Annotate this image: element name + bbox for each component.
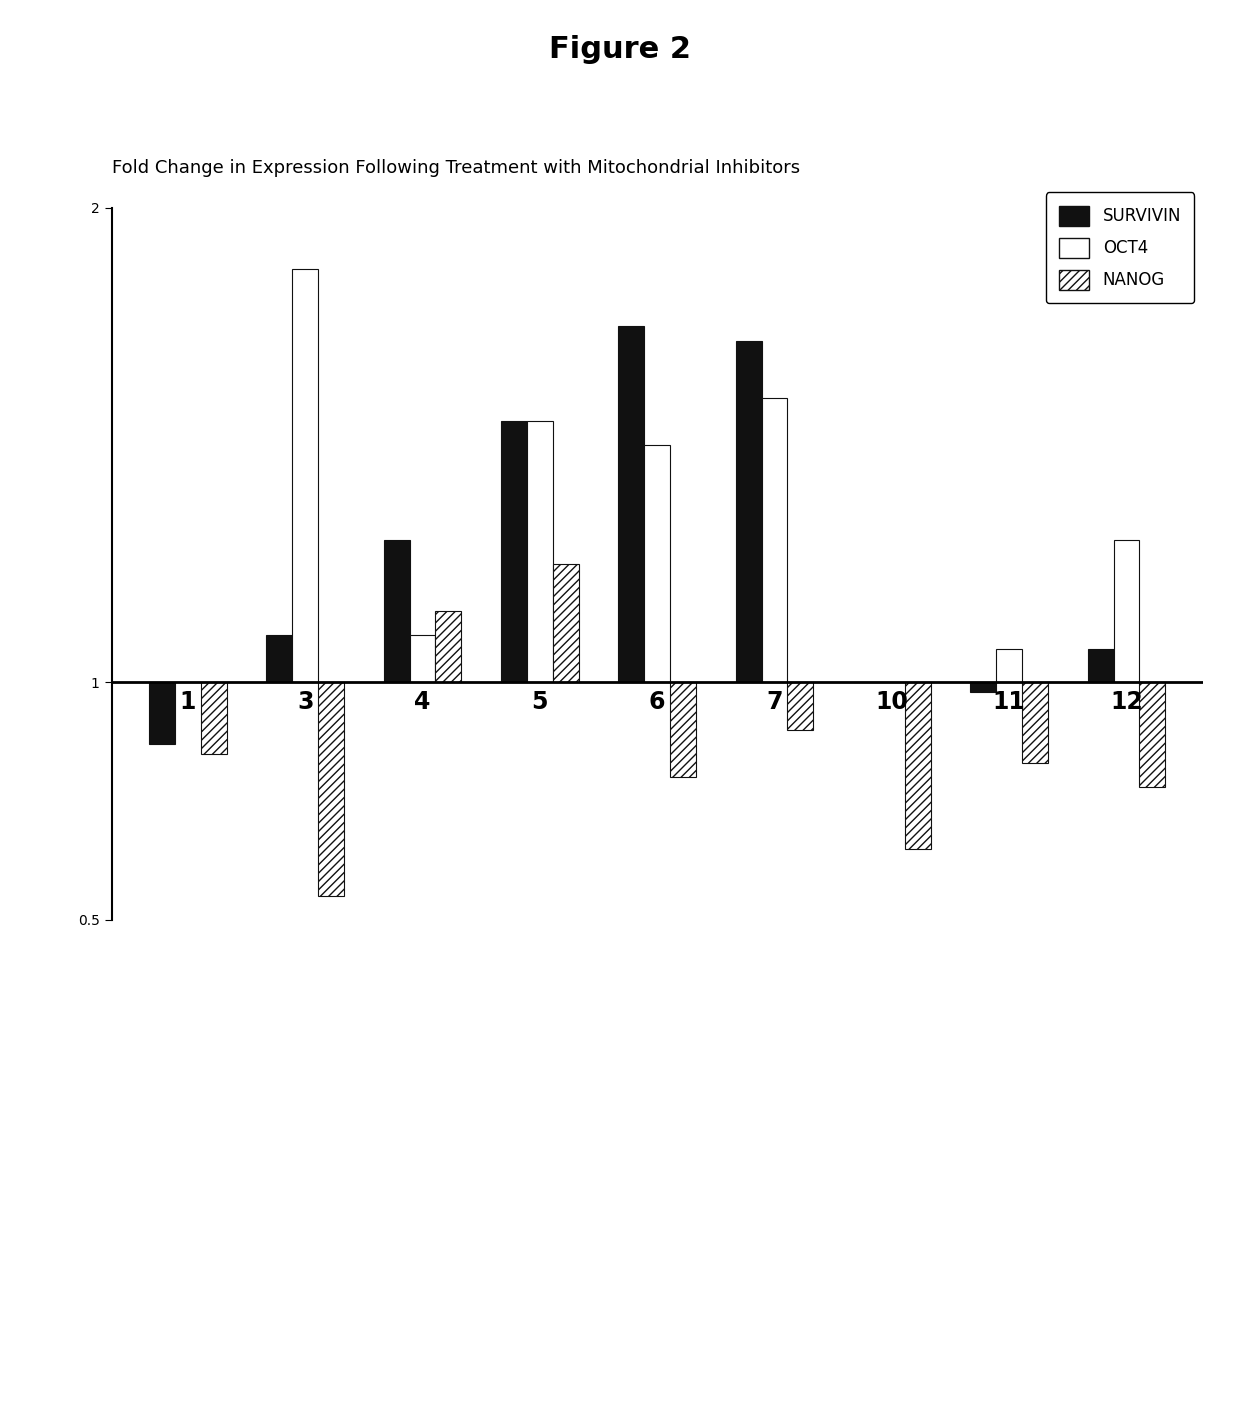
Bar [149, 682, 175, 744]
Bar [267, 635, 293, 682]
Bar [996, 649, 1022, 682]
Bar [787, 682, 813, 730]
Text: 1: 1 [180, 689, 196, 713]
Bar [905, 682, 930, 849]
Text: 10: 10 [875, 689, 909, 713]
Bar [761, 398, 787, 682]
Bar [1022, 682, 1048, 763]
Text: Figure 2: Figure 2 [549, 35, 691, 64]
Bar [735, 341, 761, 682]
Bar [1114, 541, 1140, 682]
Bar [527, 422, 553, 682]
Bar [384, 541, 409, 682]
Bar [319, 682, 343, 896]
Bar [501, 422, 527, 682]
Text: 4: 4 [414, 689, 430, 713]
Text: 5: 5 [532, 689, 548, 713]
Bar [971, 682, 996, 692]
Bar [1140, 682, 1166, 787]
Text: Fold Change in Expression Following Treatment with Mitochondrial Inhibitors: Fold Change in Expression Following Trea… [112, 158, 800, 177]
Text: 3: 3 [296, 689, 314, 713]
Bar [293, 269, 319, 682]
Bar [619, 327, 645, 682]
Text: 6: 6 [649, 689, 666, 713]
Text: 12: 12 [1110, 689, 1143, 713]
Legend: SURVIVIN, OCT4, NANOG: SURVIVIN, OCT4, NANOG [1047, 192, 1194, 303]
Bar [201, 682, 227, 754]
Bar [670, 682, 696, 777]
Text: 7: 7 [766, 689, 782, 713]
Bar [435, 611, 461, 682]
Text: 11: 11 [993, 689, 1025, 713]
Bar [553, 563, 579, 682]
Bar [409, 635, 435, 682]
Bar [1087, 649, 1114, 682]
Bar [645, 446, 670, 682]
